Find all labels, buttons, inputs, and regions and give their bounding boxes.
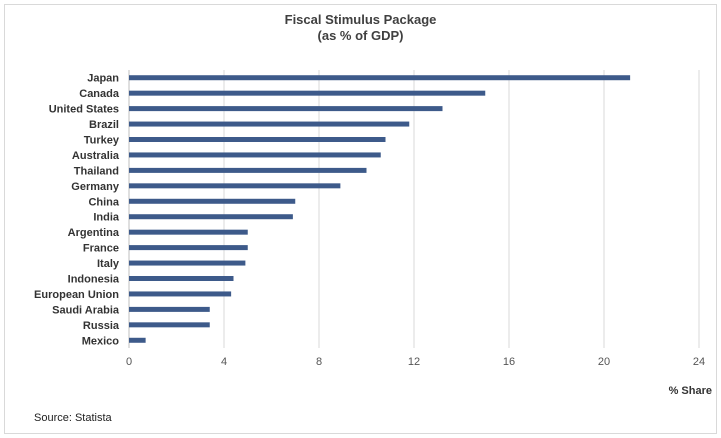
x-tick-label: 8 (316, 356, 322, 368)
category-label: China (88, 196, 119, 208)
bar (129, 260, 246, 266)
x-axis-label: % Share (668, 385, 712, 397)
category-label: Argentina (68, 227, 120, 239)
category-label: Japan (87, 73, 119, 85)
bar (129, 90, 486, 96)
x-tick-label: 20 (598, 356, 610, 368)
category-label: European Union (34, 289, 119, 301)
x-tick-label: 4 (221, 356, 227, 368)
bar (129, 75, 631, 81)
category-label: Russia (83, 320, 120, 332)
x-tick-label: 16 (503, 356, 515, 368)
chart-title: Fiscal Stimulus Package (284, 12, 437, 27)
bar (129, 229, 248, 235)
bar (129, 152, 381, 158)
category-label: Indonesia (68, 274, 120, 286)
bar (129, 167, 367, 173)
category-label: India (93, 212, 120, 224)
bar (129, 337, 146, 343)
bar (129, 291, 232, 297)
category-label: Italy (97, 258, 120, 270)
category-label: Turkey (84, 135, 120, 147)
chart-subtitle: (as % of GDP) (317, 28, 404, 43)
category-label: Australia (72, 150, 120, 162)
category-label: Germany (71, 181, 120, 193)
source-note: Source: Statista (34, 412, 112, 424)
category-label: United States (49, 104, 119, 116)
x-tick-label: 0 (126, 356, 132, 368)
category-label: France (83, 243, 119, 255)
bar (129, 214, 293, 220)
x-tick-label: 24 (693, 356, 705, 368)
bar (129, 306, 210, 312)
bar (129, 198, 296, 204)
category-label: Mexico (82, 335, 120, 347)
bar (129, 137, 386, 142)
bar (129, 276, 234, 281)
bar (129, 322, 210, 328)
x-tick-label: 12 (408, 356, 420, 368)
category-label: Canada (79, 88, 120, 100)
bar (129, 106, 443, 112)
bar (129, 121, 410, 127)
bar (129, 245, 248, 251)
category-label: Brazil (89, 119, 119, 131)
category-label: Thailand (74, 165, 119, 177)
category-label: Saudi Arabia (52, 304, 120, 316)
bar (129, 183, 341, 189)
